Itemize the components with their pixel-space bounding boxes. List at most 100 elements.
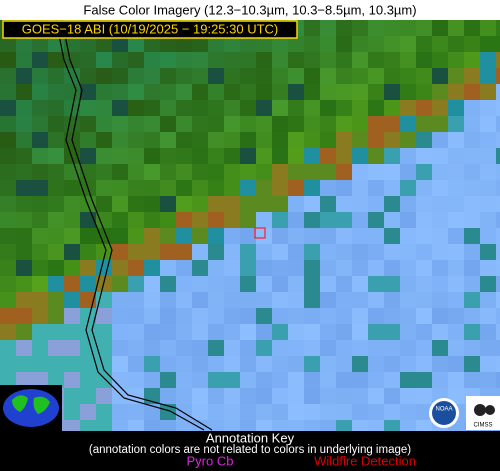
pixel-tile [112, 84, 128, 100]
pixel-tile [176, 212, 192, 228]
pixel-tile [480, 68, 496, 84]
pixel-tile [224, 100, 240, 116]
pixel-tile [288, 276, 304, 292]
pixel-tile [272, 324, 288, 340]
pixel-tile [256, 404, 272, 420]
pixel-tile [320, 276, 336, 292]
pixel-tile [64, 276, 80, 292]
pixel-tile [448, 244, 464, 260]
pixel-tile [240, 244, 256, 260]
pixel-tile [144, 372, 160, 388]
pixel-tile [496, 164, 500, 180]
pixel-tile [256, 276, 272, 292]
pixel-tile [32, 244, 48, 260]
pixel-tile [432, 212, 448, 228]
pixel-tile [176, 244, 192, 260]
pixel-tile [144, 164, 160, 180]
pixel-tile [208, 324, 224, 340]
pixel-tile [256, 164, 272, 180]
pixel-tile [112, 196, 128, 212]
pixel-tile [480, 356, 496, 372]
pixel-tile [480, 148, 496, 164]
pixel-tile [256, 324, 272, 340]
key-item: Wildfire Detection [314, 453, 416, 468]
pixel-tile [288, 372, 304, 388]
pixel-tile [256, 180, 272, 196]
pixel-tile [144, 244, 160, 260]
pixel-tile [32, 340, 48, 356]
pixel-tile [144, 116, 160, 132]
pixel-tile [480, 308, 496, 324]
pixel-tile [320, 356, 336, 372]
pixel-tile [448, 276, 464, 292]
pixel-tile [352, 340, 368, 356]
pixel-tile [464, 308, 480, 324]
pixel-tile [16, 212, 32, 228]
pixel-tile [496, 196, 500, 212]
pixel-tile [48, 52, 64, 68]
pixel-tile [400, 228, 416, 244]
pixel-tile [192, 180, 208, 196]
pixel-tile [96, 180, 112, 196]
pixel-tile [176, 356, 192, 372]
pixel-tile [48, 244, 64, 260]
pixel-tile [336, 420, 352, 431]
pixel-tile [304, 68, 320, 84]
pixel-tile [496, 52, 500, 68]
pixel-tile [416, 52, 432, 68]
pixel-tile [352, 52, 368, 68]
pixel-tile [304, 404, 320, 420]
pixel-tile [336, 388, 352, 404]
pixel-tile [32, 68, 48, 84]
pixel-tile [272, 196, 288, 212]
pixel-tile [448, 356, 464, 372]
pixel-tile [448, 292, 464, 308]
pixel-tile [144, 276, 160, 292]
pixel-tile [176, 36, 192, 52]
pixel-tile [400, 84, 416, 100]
border-line [55, 19, 205, 431]
pixel-tile [496, 132, 500, 148]
pixel-tile [384, 372, 400, 388]
pixel-tile [192, 324, 208, 340]
pixel-tile [304, 340, 320, 356]
pixel-tile [336, 196, 352, 212]
pixel-tile [16, 36, 32, 52]
pixel-tile [176, 260, 192, 276]
pixel-tile [288, 340, 304, 356]
pixel-tile [432, 324, 448, 340]
pixel-tile [224, 180, 240, 196]
pixel-tile [320, 324, 336, 340]
pixel-tile [64, 292, 80, 308]
pixel-tile [336, 52, 352, 68]
pixel-tile [368, 404, 384, 420]
pixel-tile [160, 276, 176, 292]
pixel-tile [416, 68, 432, 84]
pixel-tile [464, 244, 480, 260]
pixel-tile [208, 244, 224, 260]
key-item: Pyro Cb [187, 453, 234, 468]
pixel-tile [400, 324, 416, 340]
pixel-tile [480, 36, 496, 52]
pixel-tile [80, 372, 96, 388]
pixel-tile [272, 276, 288, 292]
pixel-tile [368, 372, 384, 388]
pixel-tile [160, 228, 176, 244]
border-line [61, 19, 213, 431]
pixel-tile [176, 276, 192, 292]
pixel-tile [176, 84, 192, 100]
pixel-tile [416, 212, 432, 228]
pixel-tile [448, 388, 464, 404]
pixel-tile [448, 116, 464, 132]
pixel-tile [384, 420, 400, 431]
pixel-tile [224, 244, 240, 260]
pixel-tile [16, 260, 32, 276]
pixel-tile [32, 228, 48, 244]
pixel-tile [144, 68, 160, 84]
pixel-tile [0, 372, 16, 388]
pixel-tile [32, 276, 48, 292]
pixel-tile [64, 372, 80, 388]
pixel-tile [128, 340, 144, 356]
pixel-tile [192, 68, 208, 84]
pixel-tile [256, 388, 272, 404]
